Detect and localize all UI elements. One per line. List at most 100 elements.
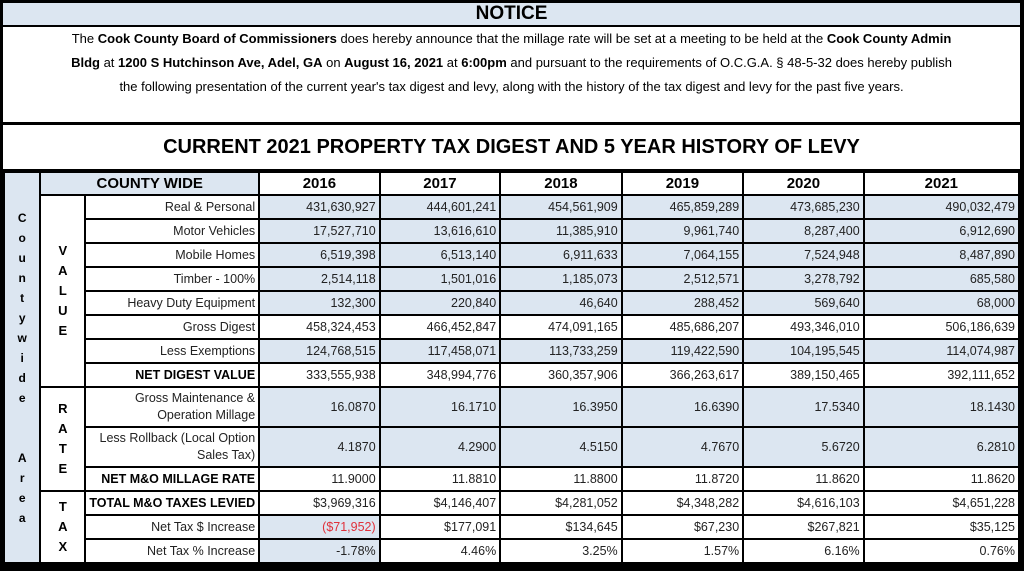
value-cell: 11,385,910 [499, 218, 623, 244]
value-cell: 7,064,155 [620, 242, 745, 268]
value-cell: 220,840 [378, 290, 502, 316]
row-label: Motor Vehicles [84, 218, 261, 244]
notice-fragment: at [443, 55, 462, 70]
row-label: Less Exemptions [84, 338, 261, 364]
value-cell: 119,422,590 [620, 338, 745, 364]
value-cell: 6,519,398 [258, 242, 381, 268]
table-row: NET M&O MILLAGE RATE 11.9000 11.8810 11.880… [4, 466, 1021, 492]
notice-fragment: 6:00pm [461, 55, 507, 70]
value-cell: 1.57% [620, 538, 745, 564]
value-cell: 348,994,776 [378, 362, 502, 388]
value-cell: 4.1870 [258, 426, 381, 468]
value-cell: $4,348,282 [620, 490, 745, 516]
value-cell: 569,640 [742, 290, 865, 316]
value-cell: 17.5340 [742, 386, 865, 428]
value-cell: 0.76% [862, 538, 1021, 564]
notice-fragment: and pursuant to the requirements of O.C.… [119, 55, 952, 94]
value-cell: 46,640 [499, 290, 623, 316]
notice-fragment: Cook County Admin Bldg [71, 31, 952, 70]
value-cell: 454,561,909 [499, 194, 623, 220]
value-cell: 389,150,465 [742, 362, 865, 388]
value-cell: $35,125 [862, 514, 1021, 540]
table-row: Net Tax $ Increase ($71,952) $177,091 $134,… [4, 514, 1021, 540]
year-header: 2021 [862, 171, 1021, 196]
value-cell: $3,969,316 [258, 490, 381, 516]
value-cell: 3.25% [499, 538, 623, 564]
value-cell: 4.7670 [620, 426, 745, 468]
value-cell: 16.1710 [378, 386, 502, 428]
value-cell: 360,357,906 [499, 362, 623, 388]
value-cell: 6,911,633 [499, 242, 623, 268]
value-cell: 18.1430 [862, 386, 1021, 428]
value-cell: 3,278,792 [742, 266, 865, 292]
value-cell: 8,287,400 [742, 218, 865, 244]
row-label: Real & Personal [84, 194, 261, 220]
table-row: Net Tax % Increase -1.78% 4.46% 3.25% 1.57% 6… [4, 538, 1021, 564]
notice-fragment: The [71, 31, 98, 46]
value-cell: 5.6720 [742, 426, 865, 468]
table-row: Gross Digest 458,324,453 466,452,847 474,09… [4, 314, 1021, 340]
value-cell: 7,524,948 [742, 242, 865, 268]
value-cell: 11.8810 [378, 466, 502, 492]
value-cell: 506,186,639 [862, 314, 1021, 340]
row-label: TOTAL M&O TAXES LEVIED [84, 490, 261, 516]
value-cell: 6.2810 [862, 426, 1021, 468]
value-cell: 288,452 [620, 290, 745, 316]
notice-text: The Cook County Board of Commissioners d… [3, 27, 1020, 122]
notice-fragment: August 16, 2021 [344, 55, 444, 70]
value-cell: 1,185,073 [499, 266, 623, 292]
table-row: Less Rollback (Local Option Sales Tax) 4.… [4, 426, 1021, 468]
value-cell: 4.5150 [499, 426, 623, 468]
year-header: 2016 [258, 171, 381, 196]
row-label: Gross Digest [84, 314, 261, 340]
value-cell: 9,961,740 [620, 218, 745, 244]
value-cell: 458,324,453 [258, 314, 381, 340]
row-label: Mobile Homes [84, 242, 261, 268]
value-cell: 68,000 [862, 290, 1021, 316]
value-cell: ($71,952) [258, 514, 381, 540]
value-cell: 8,487,890 [862, 242, 1021, 268]
value-cell: $4,281,052 [499, 490, 623, 516]
value-cell: 6.16% [742, 538, 865, 564]
value-cell: 1,501,016 [378, 266, 502, 292]
value-cell: 11.9000 [258, 466, 381, 492]
value-cell: 4.46% [378, 538, 502, 564]
row-label: Net Tax % Increase [84, 538, 261, 564]
value-cell: 16.0870 [258, 386, 381, 428]
value-cell: 4.2900 [378, 426, 502, 468]
table-row: NET DIGEST VALUE 333,555,938 348,994,776 36… [4, 362, 1021, 388]
value-cell: $4,651,228 [862, 490, 1021, 516]
value-cell: 104,195,545 [742, 338, 865, 364]
value-cell: $67,230 [620, 514, 745, 540]
value-cell: 132,300 [258, 290, 381, 316]
value-cell: 113,733,259 [499, 338, 623, 364]
value-cell: 366,263,617 [620, 362, 745, 388]
value-cell: 485,686,207 [620, 314, 745, 340]
year-header: 2017 [378, 171, 502, 196]
table-row: Timber - 100% 2,514,118 1,501,016 1,185,073… [4, 266, 1021, 292]
table-row: T A X TOTAL M&O TAXES LEVIED $3,969,316 $4,14… [4, 490, 1021, 564]
year-header: 2019 [620, 171, 745, 196]
row-label: Less Rollback (Local Option Sales Tax) [84, 426, 261, 468]
table-row: Mobile Homes 6,519,398 6,513,140 6,911,633 7… [4, 242, 1021, 268]
notice-fragment: at [99, 55, 119, 70]
value-cell: $4,616,103 [742, 490, 865, 516]
value-cell: 466,452,847 [378, 314, 502, 340]
row-label: Gross Maintenance & Operation Millage [84, 386, 261, 428]
value-cell: 13,616,610 [378, 218, 502, 244]
value-cell: $134,645 [499, 514, 623, 540]
row-label: NET M&O MILLAGE RATE [84, 466, 261, 492]
notice-heading: NOTICE [3, 3, 1020, 25]
page-title: CURRENT 2021 PROPERTY TAX DIGEST AND 5 Y… [3, 125, 1020, 169]
value-cell: 2,512,571 [620, 266, 745, 292]
value-cell: 11.8800 [499, 466, 623, 492]
value-cell: 431,630,927 [258, 194, 381, 220]
notice-paragraph: The Cook County Board of Commissioners d… [3, 27, 1020, 99]
notice-fragment: on [322, 55, 345, 70]
value-cell: $267,821 [742, 514, 865, 540]
value-cell: 490,032,479 [862, 194, 1021, 220]
